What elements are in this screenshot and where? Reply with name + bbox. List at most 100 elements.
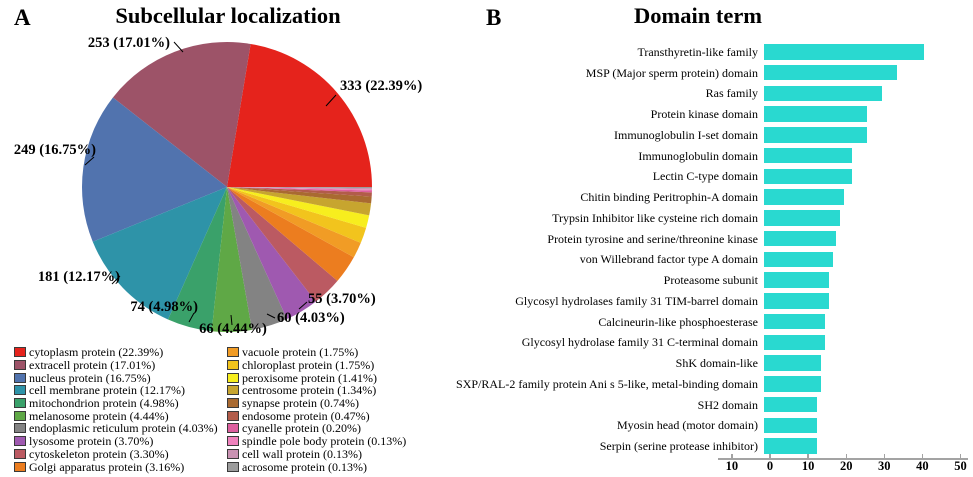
legend-swatch: [227, 360, 239, 371]
bar: [764, 313, 825, 330]
bar-row: ShK domain-like: [480, 353, 973, 374]
legend-label: chloroplast protein (1.75%): [242, 358, 375, 373]
legend-swatch: [227, 347, 239, 358]
bar: [764, 396, 818, 413]
legend-swatch: [227, 398, 239, 409]
bar-category-label: Glycosyl hydrolases family 31 TIM-barrel…: [480, 295, 764, 307]
pie-legend: cytoplasm protein (22.39%) extracell prot…: [14, 346, 406, 473]
pie-callout-line: [298, 301, 308, 310]
legend-label: spindle pole body protein (0.13%): [242, 434, 407, 449]
pie-slice: [227, 187, 372, 197]
bar-category-label: ShK domain-like: [480, 357, 764, 369]
pie-slice: [227, 187, 373, 189]
bar-row: Ras family: [480, 83, 973, 104]
legend-item: centrosome protein (1.34%): [227, 384, 406, 396]
pie-slice: [227, 187, 372, 193]
pie-slice: [227, 187, 372, 190]
domain-term-bar-chart: Transthyretin-like family MSP (Major sper…: [456, 42, 973, 457]
bar-category-label: SXP/RAL-2 family protein Ani s 5-like, m…: [456, 378, 764, 390]
legend-item: cytoskeleton protein (3.30%): [14, 448, 227, 460]
x-axis-line: [718, 458, 968, 460]
bar: [764, 251, 833, 268]
legend-label: Golgi apparatus protein (3.16%): [29, 459, 185, 474]
pie-slice: [227, 187, 372, 191]
legend-swatch: [14, 436, 26, 447]
legend-label: cyanelle protein (0.20%): [242, 421, 361, 436]
legend-item: chloroplast protein (1.75%): [227, 359, 406, 371]
pie-slice: [227, 187, 361, 258]
bar: [764, 64, 898, 81]
bar-row: Glycosyl hydrolase family 31 C-terminal …: [480, 332, 973, 353]
legend-swatch: [14, 385, 26, 396]
x-axis-tick-label: 30: [878, 459, 891, 473]
legend-item: nucleus protein (16.75%): [14, 372, 227, 384]
bar-category-label: Transthyretin-like family: [480, 46, 764, 58]
legend-label: melanosome protein (4.44%): [29, 408, 169, 423]
legend-item: cytoplasm protein (22.39%): [14, 346, 227, 358]
bar-row: Protein tyrosine and serine/threonine ki…: [480, 228, 973, 249]
bar: [764, 376, 822, 392]
bar: [764, 417, 818, 434]
pie-slice: [227, 187, 372, 216]
legend-item: Golgi apparatus protein (3.16%): [14, 461, 227, 473]
bar: [764, 127, 867, 143]
bar: [764, 438, 818, 454]
pie-slice: [227, 187, 367, 243]
legend-label: cytoplasm protein (22.39%): [29, 345, 164, 360]
bar-row: Immunoglobulin domain: [480, 145, 973, 166]
pie-callout-label: 333 (22.39%): [340, 78, 422, 94]
x-axis-tick-label: 10: [801, 459, 815, 473]
bar-category-label: Chitin binding Peritrophin-A domain: [480, 191, 764, 203]
legend-label: endoplasmic reticulum protein (4.03%): [29, 421, 218, 436]
bar-category-text: Serpin (serine protease inhibitor): [599, 439, 758, 454]
bar-category-label: Calcineurin-like phosphoesterase: [480, 316, 764, 328]
bar-category-label: SH2 domain: [480, 399, 764, 411]
legend-swatch: [14, 461, 26, 472]
bar-category-text: Protein tyrosine and serine/threonine ki…: [547, 231, 758, 246]
legend-item: melanosome protein (4.44%): [14, 410, 227, 422]
pie-chart-title: Subcellular localization: [115, 3, 341, 28]
bar-category-text: SXP/RAL-2 family protein Ani s 5-like, m…: [456, 376, 758, 391]
bar: [764, 355, 822, 371]
bar-row: Calcineurin-like phosphoesterase: [480, 311, 973, 332]
pie-slice: [81, 97, 227, 242]
bar-row: Myosin head (motor domain): [480, 415, 973, 436]
legend-item: mitochondrion protein (4.98%): [14, 397, 227, 409]
legend-label: cell wall protein (0.13%): [242, 446, 362, 461]
pie-slice: [227, 43, 372, 187]
pie-callout-label: 74 (4.98%): [130, 299, 198, 315]
pie-callout-line: [84, 156, 95, 166]
legend-label: endosome protein (0.47%): [242, 408, 370, 423]
bar: [764, 85, 883, 102]
x-axis-tick-label: 40: [916, 459, 929, 473]
bar: [764, 147, 852, 164]
legend-item: endoplasmic reticulum protein (4.03%): [14, 422, 227, 434]
bar: [764, 189, 844, 205]
panel-a-letter: A: [14, 5, 31, 30]
bar-row: Trypsin Inhibitor like cysteine rich dom…: [480, 208, 973, 229]
legend-swatch: [14, 448, 26, 459]
bar-row: von Willebrand factor type A domain: [480, 249, 973, 270]
bar-category-text: Lectin C-type domain: [652, 169, 758, 184]
legend-swatch: [14, 372, 26, 383]
legend-swatch: [227, 385, 239, 396]
pie-callout-line: [111, 275, 121, 285]
legend-label: synapse protein (0.74%): [242, 396, 359, 411]
bar: [764, 106, 867, 122]
pie-callout-line: [188, 312, 195, 323]
legend-label: acrosome protein (0.13%): [242, 459, 367, 474]
bar-category-label: MSP (Major sperm protein) domain: [480, 67, 764, 79]
legend-item: lysosome protein (3.70%): [14, 435, 227, 447]
legend-item: extracell protein (17.01%): [14, 359, 227, 371]
legend-label: extracell protein (17.01%): [29, 358, 156, 373]
bar-category-label: Protein kinase domain: [480, 108, 764, 120]
bar: [764, 168, 852, 185]
bar: [764, 334, 825, 351]
legend-label: cytoskeleton protein (3.30%): [29, 446, 169, 461]
bar-row: Proteasome subunit: [480, 270, 973, 291]
bar-row: SXP/RAL-2 family protein Ani s 5-like, m…: [456, 374, 973, 395]
pie-slice: [227, 187, 372, 204]
bar-category-label: Lectin C-type domain: [480, 170, 764, 182]
legend-item: acrosome protein (0.13%): [227, 461, 406, 473]
bar: [764, 230, 837, 247]
